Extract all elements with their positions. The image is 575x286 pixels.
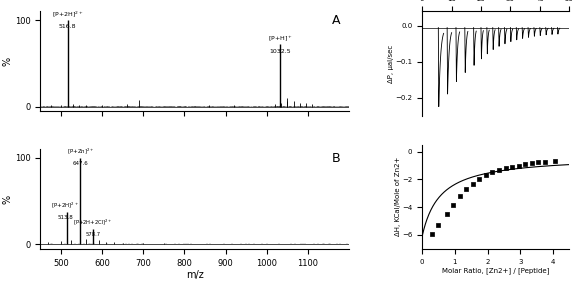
Text: 647.6: 647.6 xyxy=(72,161,89,166)
Text: [P+2H+2Cl]$^{2+}$: [P+2H+2Cl]$^{2+}$ xyxy=(74,217,113,227)
Point xyxy=(468,181,477,186)
Y-axis label: ΔP, μal/sec: ΔP, μal/sec xyxy=(388,44,394,83)
Y-axis label: %: % xyxy=(2,57,12,66)
Text: [P+Zn]$^{2+}$: [P+Zn]$^{2+}$ xyxy=(67,146,94,156)
Point xyxy=(448,203,458,207)
Point xyxy=(442,212,451,217)
Point xyxy=(508,165,517,169)
Text: 578.7: 578.7 xyxy=(86,232,101,237)
Point xyxy=(534,160,543,165)
Text: 513.8: 513.8 xyxy=(57,215,73,220)
Text: 1032.5: 1032.5 xyxy=(269,49,291,54)
Y-axis label: %: % xyxy=(2,194,12,204)
Text: A: A xyxy=(331,14,340,27)
Y-axis label: ΔH, KCal/Mole of Zn2+: ΔH, KCal/Mole of Zn2+ xyxy=(394,157,401,237)
Point xyxy=(520,162,530,166)
Point xyxy=(514,163,523,168)
Point xyxy=(475,177,484,182)
X-axis label: Molar Ratio, [Zn2+] / [Peptide]: Molar Ratio, [Zn2+] / [Peptide] xyxy=(442,267,549,274)
Point xyxy=(550,158,559,163)
Point xyxy=(455,194,465,198)
Point xyxy=(481,173,490,178)
Point xyxy=(462,187,471,191)
Point xyxy=(434,223,443,227)
Text: [P+2H]$^{2+}$: [P+2H]$^{2+}$ xyxy=(52,9,83,19)
Point xyxy=(488,170,497,175)
Point xyxy=(527,161,536,166)
Text: [P+H]$^+$: [P+H]$^+$ xyxy=(268,34,293,43)
Point xyxy=(427,231,436,236)
Point xyxy=(494,168,504,173)
Text: [P+2H]$^{2+}$: [P+2H]$^{2+}$ xyxy=(51,200,79,210)
Point xyxy=(501,166,510,170)
Text: 516.8: 516.8 xyxy=(59,24,76,29)
Point xyxy=(540,159,549,164)
X-axis label: m/z: m/z xyxy=(186,270,204,280)
Text: B: B xyxy=(331,152,340,165)
